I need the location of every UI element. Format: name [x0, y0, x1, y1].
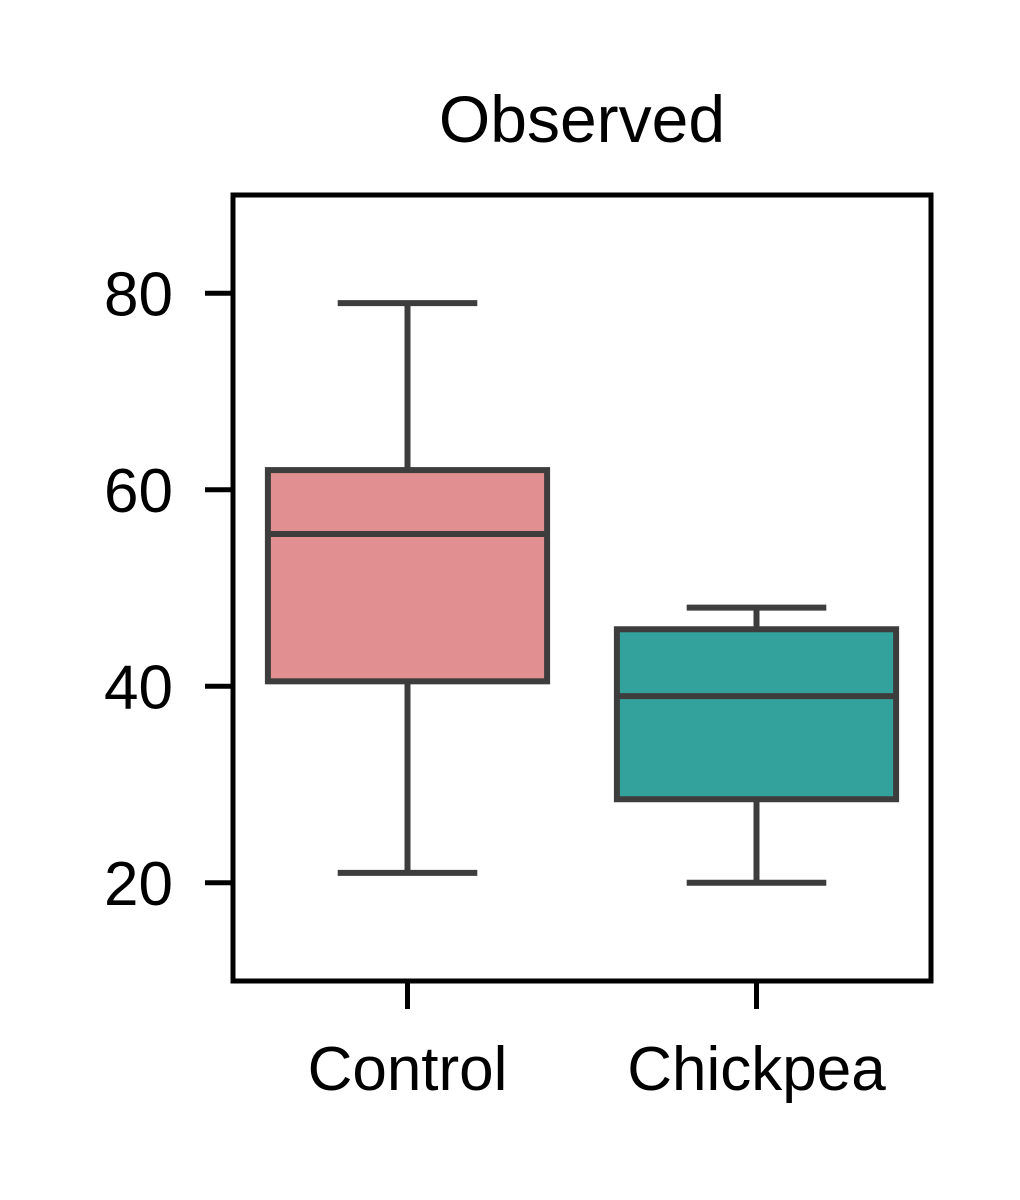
plot-frame [230, 192, 934, 984]
x-tick-label: Control [308, 1035, 508, 1104]
chart-title: Observed [439, 82, 725, 156]
x-tick-label: Chickpea [627, 1035, 886, 1104]
iqr-box-chickpea [613, 626, 900, 803]
box-control [264, 300, 551, 876]
box-chickpea [613, 604, 900, 886]
iqr-box-control [264, 467, 551, 685]
y-tick-label: 80 [104, 260, 173, 329]
axes: 20 40 60 80 Control Chickpea [104, 260, 886, 1104]
y-tick-label: 40 [104, 653, 173, 722]
plot-area [264, 300, 900, 886]
y-tick-label: 60 [104, 457, 173, 526]
y-tick-label: 20 [104, 850, 173, 919]
